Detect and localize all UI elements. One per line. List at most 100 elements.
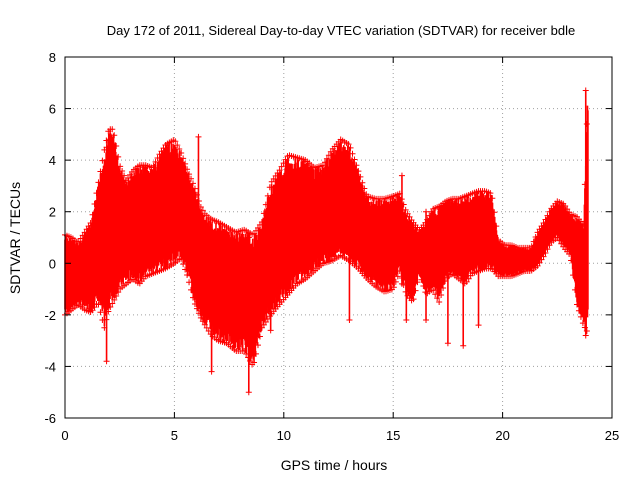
spike-end-marker bbox=[423, 208, 430, 215]
data-point-marker bbox=[89, 211, 96, 218]
data-point-marker bbox=[251, 359, 258, 366]
data-point-marker bbox=[556, 237, 563, 244]
spike-end-marker bbox=[398, 172, 405, 179]
data-point-marker bbox=[199, 318, 206, 325]
data-point-marker bbox=[542, 249, 549, 256]
y-tick-label: 6 bbox=[49, 102, 56, 117]
data-point-marker bbox=[540, 220, 547, 227]
data-point-marker bbox=[99, 157, 106, 164]
data-point-marker bbox=[351, 156, 358, 163]
data-point-marker bbox=[83, 226, 90, 233]
data-point-marker bbox=[117, 163, 124, 170]
data-point-marker bbox=[534, 229, 541, 236]
data-point-marker bbox=[359, 179, 366, 186]
x-axis-label: GPS time / hours bbox=[281, 457, 388, 473]
data-point-marker bbox=[432, 291, 439, 298]
data-point-marker bbox=[402, 206, 409, 213]
data-point-marker bbox=[442, 278, 449, 285]
data-point-marker bbox=[256, 333, 263, 340]
data-point-marker bbox=[412, 287, 419, 294]
data-point-marker bbox=[546, 242, 553, 249]
data-point-marker bbox=[463, 278, 470, 285]
data-point-marker bbox=[152, 158, 159, 165]
data-point-marker bbox=[113, 143, 120, 150]
data-point-marker bbox=[282, 156, 289, 163]
data-point-marker bbox=[564, 206, 571, 213]
spike-end-marker bbox=[267, 195, 274, 202]
y-tick-label: -6 bbox=[44, 411, 56, 426]
data-point-marker bbox=[577, 313, 584, 320]
spike-end-marker bbox=[398, 280, 405, 287]
spike-end-marker bbox=[403, 234, 410, 241]
axis-ticks: 0 5 10 15 20 25 -6 -4 -2 0 2 4 6 8 bbox=[44, 50, 619, 443]
data-point-marker bbox=[568, 257, 575, 264]
data-point-marker bbox=[195, 310, 202, 317]
data-point-marker bbox=[536, 226, 543, 233]
spike-end-marker bbox=[267, 327, 274, 334]
spike-end-marker bbox=[403, 317, 410, 324]
data-point-marker bbox=[111, 132, 118, 139]
y-tick-label: 4 bbox=[49, 153, 56, 168]
data-point-marker bbox=[107, 303, 114, 310]
data-point-marker bbox=[538, 256, 545, 263]
data-point-marker bbox=[321, 159, 328, 166]
data-point-marker bbox=[178, 255, 185, 262]
spike-end-marker bbox=[103, 358, 110, 365]
data-point-marker bbox=[160, 145, 167, 152]
data-point-marker bbox=[416, 270, 423, 277]
spike-end-marker bbox=[195, 133, 202, 140]
data-point-marker bbox=[355, 168, 362, 175]
x-tick-label: 10 bbox=[277, 428, 291, 443]
data-point-marker bbox=[87, 220, 94, 227]
data-point-marker bbox=[174, 142, 181, 149]
data-point-marker bbox=[581, 181, 588, 188]
data-point-marker bbox=[353, 162, 360, 169]
data-point-marker bbox=[91, 200, 98, 207]
spike-end-marker bbox=[423, 317, 430, 324]
data-point-marker bbox=[581, 324, 588, 331]
x-tick-label: 20 bbox=[495, 428, 509, 443]
data-point-marker bbox=[534, 262, 541, 269]
data-point-marker bbox=[119, 167, 126, 174]
data-point-marker bbox=[75, 238, 82, 245]
data-point-marker bbox=[158, 148, 165, 155]
chart-title: Day 172 of 2011, Sidereal Day-to-day VTE… bbox=[107, 23, 575, 38]
data-point-marker bbox=[392, 278, 399, 285]
data-point-marker bbox=[178, 150, 185, 157]
spike-end-marker bbox=[245, 389, 252, 396]
spike-end-marker bbox=[346, 317, 353, 324]
data-point-marker bbox=[562, 203, 569, 210]
data-point-marker bbox=[154, 154, 161, 161]
data-point-marker bbox=[191, 301, 198, 308]
data-point-marker bbox=[197, 314, 204, 321]
data-point-marker bbox=[418, 276, 425, 283]
data-point-marker bbox=[345, 141, 352, 148]
data-point-marker bbox=[180, 155, 187, 162]
data-point-marker bbox=[278, 163, 285, 170]
data-point-marker bbox=[109, 126, 116, 133]
data-point-marker bbox=[95, 301, 102, 308]
data-point-marker bbox=[426, 212, 433, 219]
data-point-marker bbox=[184, 166, 191, 173]
spike-end-marker bbox=[208, 239, 215, 246]
data-point-marker bbox=[241, 347, 248, 354]
data-point-marker bbox=[77, 235, 84, 242]
data-point-marker bbox=[264, 192, 271, 199]
data-point-marker bbox=[184, 271, 191, 278]
data-point-marker bbox=[532, 233, 539, 240]
data-point-marker bbox=[583, 327, 590, 334]
data-point-marker bbox=[554, 234, 561, 241]
data-point-marker bbox=[465, 275, 472, 282]
data-point-marker bbox=[189, 180, 196, 187]
data-point-marker bbox=[280, 160, 287, 167]
data-point-marker bbox=[414, 279, 421, 286]
data-point-marker bbox=[538, 223, 545, 230]
data-point-marker bbox=[266, 184, 273, 191]
data-point-marker bbox=[579, 220, 586, 227]
data-point-marker bbox=[430, 287, 437, 294]
data-point-marker bbox=[95, 179, 102, 186]
data-point-marker bbox=[262, 201, 269, 208]
data-point-marker bbox=[254, 342, 261, 349]
data-point-marker bbox=[172, 138, 179, 145]
data-point-marker bbox=[357, 173, 364, 180]
